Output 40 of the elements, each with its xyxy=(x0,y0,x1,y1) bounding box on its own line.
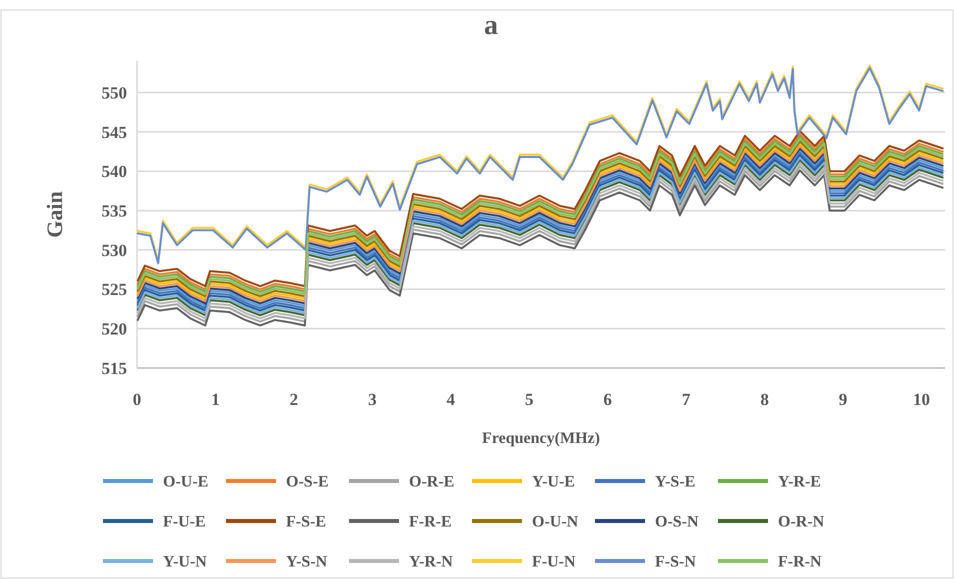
legend-label: O-S-N xyxy=(655,514,699,531)
y-tick-label: 520 xyxy=(102,320,127,339)
legend-label: F-S-E xyxy=(286,514,326,531)
legend-label: Y-S-E xyxy=(655,474,696,491)
x-tick-label: 7 xyxy=(682,390,691,409)
x-tick-label: 10 xyxy=(912,390,930,409)
y-tick-label: 550 xyxy=(102,83,127,102)
legend-label: O-S-E xyxy=(286,474,329,491)
x-tick-label: 8 xyxy=(760,390,769,409)
x-tick-label: 6 xyxy=(603,390,612,409)
x-tick-label: 3 xyxy=(368,390,377,409)
legend-label: F-U-E xyxy=(163,514,206,531)
y-tick-label: 515 xyxy=(102,358,127,378)
x-tick-label: 1 xyxy=(211,390,220,409)
legend-label: O-R-E xyxy=(409,474,454,491)
y-tick-label: 535 xyxy=(102,202,127,221)
legend-label: Y-R-N xyxy=(409,554,454,571)
legend-label: F-R-E xyxy=(409,514,452,531)
x-tick-label: 5 xyxy=(524,390,534,409)
x-tick-label: 0 xyxy=(132,390,142,409)
x-axis-title: Frequency(MHz) xyxy=(482,430,600,447)
legend-label: O-R-N xyxy=(778,514,825,531)
legend-label: F-S-N xyxy=(655,554,696,571)
legend-label: Y-U-E xyxy=(532,474,575,491)
y-axis-title: Gain xyxy=(42,191,67,238)
y-tick-label: 525 xyxy=(102,280,127,300)
x-tick-label: 2 xyxy=(290,390,298,409)
legend-label: F-U-N xyxy=(532,554,576,571)
x-tick-label: 4 xyxy=(446,390,456,409)
legend-label: Y-S-N xyxy=(286,554,328,571)
legend-label: Y-R-E xyxy=(778,474,821,491)
legend-label: O-U-E xyxy=(163,474,208,491)
y-tick-label: 540 xyxy=(102,162,127,182)
y-tick-label: 545 xyxy=(102,122,127,142)
legend-label: F-R-N xyxy=(778,554,822,571)
legend-label: O-U-N xyxy=(532,514,579,531)
legend-label: Y-U-N xyxy=(163,554,208,571)
y-tick-label: 530 xyxy=(102,240,127,260)
x-tick-label: 9 xyxy=(838,390,848,409)
chart-title: a xyxy=(484,10,498,41)
